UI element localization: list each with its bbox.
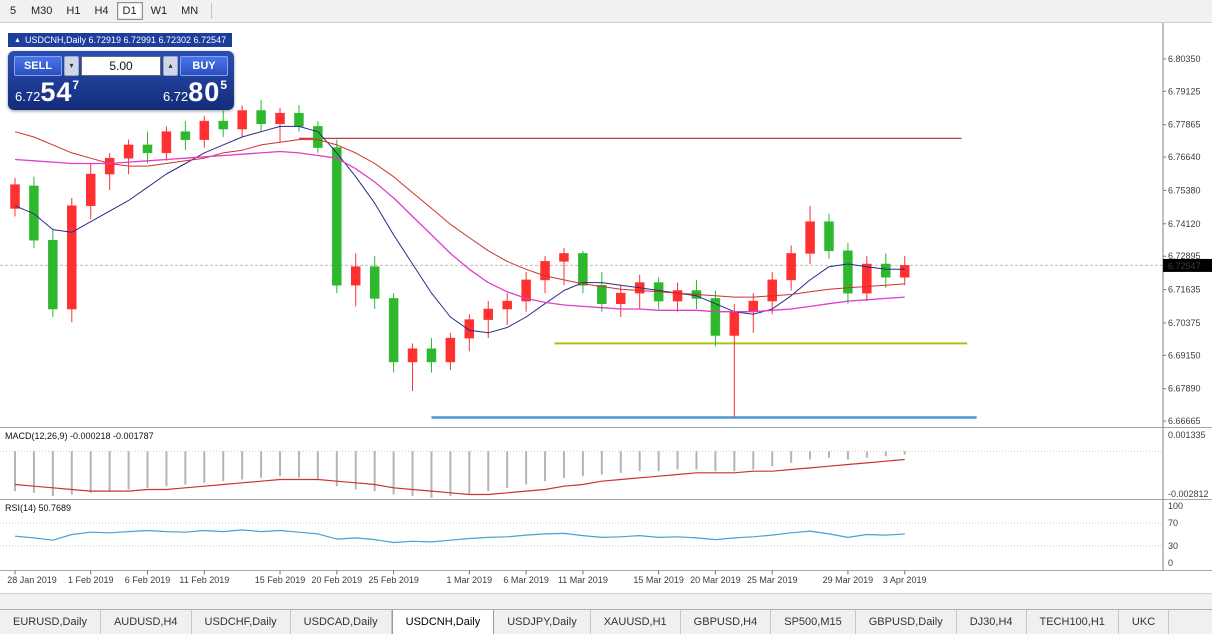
tab-usdcad-daily[interactable]: USDCAD,Daily xyxy=(291,610,392,634)
tab-gbpusd-daily[interactable]: GBPUSD,Daily xyxy=(856,610,957,634)
chart-title-bar: ▲ USDCNH,Daily 6.72919 6.72991 6.72302 6… xyxy=(8,33,233,47)
svg-text:20 Mar 2019: 20 Mar 2019 xyxy=(690,575,741,585)
tab-xauusd-h1[interactable]: XAUUSD,H1 xyxy=(591,610,681,634)
svg-text:6.76640: 6.76640 xyxy=(1168,152,1201,162)
svg-text:6.71635: 6.71635 xyxy=(1168,285,1201,295)
svg-text:6.79125: 6.79125 xyxy=(1168,86,1201,96)
collapse-icon: ▲ xyxy=(14,36,21,44)
svg-text:-0.002812: -0.002812 xyxy=(1168,489,1209,499)
tab-audusd-h4[interactable]: AUDUSD,H4 xyxy=(101,610,192,634)
timeframe-m5-button[interactable]: 5 xyxy=(3,2,23,20)
svg-text:6.69150: 6.69150 xyxy=(1168,350,1201,360)
svg-text:0: 0 xyxy=(1168,558,1173,568)
timeframe-d1-button[interactable]: D1 xyxy=(116,2,143,20)
volume-input[interactable] xyxy=(81,56,161,76)
timeframe-m30-button[interactable]: M30 xyxy=(25,2,58,20)
chevron-up-icon: ▴ xyxy=(168,61,173,70)
svg-text:1 Feb 2019: 1 Feb 2019 xyxy=(68,575,114,585)
timeframe-h4-button[interactable]: H4 xyxy=(88,2,114,20)
svg-text:6.80350: 6.80350 xyxy=(1168,54,1201,64)
timeframe-toolbar: 5 M30 H1 H4 D1 W1 MN xyxy=(0,0,1212,23)
sell-button[interactable]: SELL xyxy=(14,56,62,76)
timeframe-h1-button[interactable]: H1 xyxy=(60,2,86,20)
sell-price: 6.72 54 7 xyxy=(15,77,80,107)
svg-text:28 Jan 2019: 28 Jan 2019 xyxy=(7,575,57,585)
volume-up-button[interactable]: ▴ xyxy=(163,56,178,76)
svg-text:6.72547: 6.72547 xyxy=(1168,261,1201,271)
tab-eurusd-daily[interactable]: EURUSD,Daily xyxy=(0,610,101,634)
timeframe-w1-button[interactable]: W1 xyxy=(145,2,174,20)
svg-text:100: 100 xyxy=(1168,501,1183,511)
rsi-indicator-label: RSI(14) 50.7689 xyxy=(5,503,72,513)
tab-dj30-h4[interactable]: DJ30,H4 xyxy=(957,610,1027,634)
tab-ukc[interactable]: UKC xyxy=(1119,610,1170,634)
svg-text:30: 30 xyxy=(1168,541,1178,551)
svg-text:11 Feb 2019: 11 Feb 2019 xyxy=(179,575,229,585)
svg-text:1 Mar 2019: 1 Mar 2019 xyxy=(447,575,493,585)
svg-text:6.72895: 6.72895 xyxy=(1168,251,1201,261)
buy-price: 6.72 80 5 xyxy=(162,77,227,107)
svg-text:29 Mar 2019: 29 Mar 2019 xyxy=(823,575,874,585)
chart-title: USDCNH,Daily 6.72919 6.72991 6.72302 6.7… xyxy=(24,35,227,45)
svg-text:6 Feb 2019: 6 Feb 2019 xyxy=(125,575,171,585)
chevron-down-icon: ▾ xyxy=(69,61,74,70)
svg-text:0.001335: 0.001335 xyxy=(1168,430,1206,440)
svg-text:6.77865: 6.77865 xyxy=(1168,120,1201,130)
tab-gbpusd-h4[interactable]: GBPUSD,H4 xyxy=(681,610,772,634)
tab-usdcnh-daily[interactable]: USDCNH,Daily xyxy=(391,610,495,634)
tab-usdjpy-daily[interactable]: USDJPY,Daily xyxy=(494,610,591,634)
tab-sp500-m15[interactable]: SP500,M15 xyxy=(771,610,856,634)
svg-text:6.67890: 6.67890 xyxy=(1168,384,1201,394)
svg-text:6.74120: 6.74120 xyxy=(1168,219,1201,229)
svg-text:15 Mar 2019: 15 Mar 2019 xyxy=(633,575,684,585)
tab-usdchf-daily[interactable]: USDCHF,Daily xyxy=(192,610,291,634)
tab-tech100-h1[interactable]: TECH100,H1 xyxy=(1027,610,1119,634)
macd-indicator-label: MACD(12,26,9) -0.000218 -0.001787 xyxy=(5,431,154,441)
horizontal-scroll-strip[interactable] xyxy=(0,593,1212,609)
toolbar-separator xyxy=(211,3,213,19)
svg-text:15 Feb 2019: 15 Feb 2019 xyxy=(255,575,306,585)
svg-text:6.70375: 6.70375 xyxy=(1168,318,1201,328)
svg-text:6.66665: 6.66665 xyxy=(1168,416,1201,426)
svg-text:6.75380: 6.75380 xyxy=(1168,185,1201,195)
svg-text:25 Mar 2019: 25 Mar 2019 xyxy=(747,575,798,585)
volume-down-button[interactable]: ▾ xyxy=(64,56,79,76)
chart-tabs-bar: EURUSD,Daily AUDUSD,H4 USDCHF,Daily USDC… xyxy=(0,609,1212,634)
chart-area: 6.80350 6.79125 6.77865 6.76640 6.75380 6.741… xyxy=(0,23,1212,593)
buy-button[interactable]: BUY xyxy=(180,56,228,76)
svg-text:3 Apr 2019: 3 Apr 2019 xyxy=(883,575,927,585)
svg-text:25 Feb 2019: 25 Feb 2019 xyxy=(368,575,419,585)
svg-text:11 Mar 2019: 11 Mar 2019 xyxy=(558,575,608,585)
chart-canvas[interactable]: 6.80350 6.79125 6.77865 6.76640 6.75380 6.741… xyxy=(0,23,1212,593)
svg-text:20 Feb 2019: 20 Feb 2019 xyxy=(312,575,363,585)
timeframe-mn-button[interactable]: MN xyxy=(175,2,204,20)
svg-text:70: 70 xyxy=(1168,518,1178,528)
svg-text:6 Mar 2019: 6 Mar 2019 xyxy=(503,575,549,585)
